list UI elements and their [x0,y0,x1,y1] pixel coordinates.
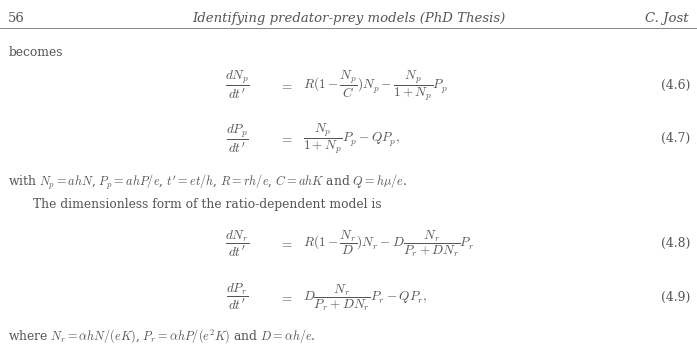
Text: $\dfrac{dN_r}{dt'}$: $\dfrac{dN_r}{dt'}$ [224,229,250,259]
Text: $D\dfrac{N_r}{P_r + DN_r}P_r - QP_r,$: $D\dfrac{N_r}{P_r + DN_r}P_r - QP_r,$ [303,282,428,313]
Text: with $N_p = ahN$, $P_p = ahP/e$, $t' = et/h$, $R = rh/e$, $C = ahK$ and $Q = h\m: with $N_p = ahN$, $P_p = ahP/e$, $t' = e… [8,172,408,191]
Text: $=$: $=$ [279,79,293,92]
Text: The dimensionless form of the ratio-dependent model is: The dimensionless form of the ratio-depe… [33,198,381,211]
Text: (4.9): (4.9) [661,291,690,304]
Text: becomes: becomes [8,46,63,59]
Text: Identifying predator-prey models (PhD Thesis): Identifying predator-prey models (PhD Th… [192,12,505,26]
Text: $\dfrac{dP_r}{dt'}$: $\dfrac{dP_r}{dt'}$ [226,282,248,312]
Text: $R(1 - \dfrac{N_p}{C})N_p - \dfrac{N_p}{1 + N_p}P_p$: $R(1 - \dfrac{N_p}{C})N_p - \dfrac{N_p}{… [303,68,448,103]
Text: (4.6): (4.6) [661,79,690,92]
Text: $\dfrac{N_p}{1 + N_p}P_p - QP_p,$: $\dfrac{N_p}{1 + N_p}P_p - QP_p,$ [303,121,400,156]
Text: $\dfrac{dN_p}{dt'}$: $\dfrac{dN_p}{dt'}$ [224,69,250,101]
Text: $\dfrac{dP_p}{dt'}$: $\dfrac{dP_p}{dt'}$ [226,123,248,155]
Text: $=$: $=$ [279,237,293,250]
Text: where $N_r = \alpha hN/(eK)$, $P_r = \alpha hP/(e^2K)$ and $D = \alpha h/e$.: where $N_r = \alpha hN/(eK)$, $P_r = \al… [8,328,316,345]
Text: $=$: $=$ [279,291,293,304]
Text: (4.7): (4.7) [661,132,690,145]
Text: C. Jost: C. Jost [645,12,689,26]
Text: (4.8): (4.8) [661,237,690,250]
Text: $=$: $=$ [279,132,293,145]
Text: $R(1 - \dfrac{N_r}{D})N_r - D\dfrac{N_r}{P_r + DN_r}P_r$: $R(1 - \dfrac{N_r}{D})N_r - D\dfrac{N_r}… [303,229,475,259]
Text: 56: 56 [8,12,25,26]
